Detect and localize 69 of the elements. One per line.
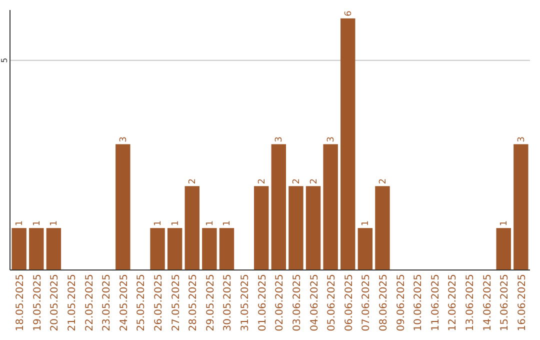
x-tick-label: 19.05.2025 (32, 274, 44, 332)
data-label: 6 (344, 10, 354, 16)
data-label: 1 (32, 220, 42, 226)
x-tick-label: 03.06.2025 (292, 274, 303, 332)
x-tick-label: 14.06.2025 (482, 274, 494, 332)
bar (254, 186, 269, 270)
bar (358, 228, 373, 270)
bar (29, 228, 44, 270)
data-label: 1 (361, 220, 372, 226)
bar (202, 228, 217, 270)
x-tick-label: 21.05.2025 (67, 274, 78, 332)
bar (116, 144, 130, 270)
bar (306, 186, 321, 270)
data-label: 3 (118, 136, 129, 142)
x-tick-label: 05.06.2025 (326, 274, 338, 332)
x-tick-label: 06.06.2025 (344, 274, 355, 332)
x-tick-label: 24.05.2025 (118, 274, 130, 332)
bar (271, 144, 286, 270)
x-tick-label: 08.06.2025 (378, 274, 390, 332)
x-tick-label: 25.05.2025 (136, 274, 148, 332)
data-label: 2 (257, 178, 268, 184)
x-tick-label: 20.05.2025 (50, 274, 61, 332)
x-tick-label: 28.05.2025 (188, 274, 200, 332)
x-tick-label: 23.05.2025 (102, 274, 113, 332)
x-tick-label: 13.06.2025 (465, 274, 476, 332)
x-tick-label: 26.05.2025 (154, 274, 165, 332)
x-tick-label: 15.06.2025 (500, 274, 511, 332)
data-label: 3 (274, 136, 285, 142)
x-tick-label: 12.06.2025 (448, 274, 459, 332)
x-tick-label: 18.05.2025 (15, 274, 26, 332)
x-tick-label: 29.05.2025 (205, 274, 216, 332)
x-tick-label: 16.06.2025 (516, 274, 528, 332)
data-label: 1 (50, 220, 60, 226)
data-label: 1 (500, 220, 510, 226)
data-label: 2 (292, 178, 302, 184)
bar (12, 228, 26, 270)
bar (184, 186, 200, 270)
bar (167, 228, 182, 270)
bar (46, 228, 62, 270)
bar (288, 186, 304, 270)
x-tick-label: 11.06.2025 (430, 274, 442, 332)
data-label: 3 (516, 136, 527, 142)
data-label: 1 (15, 220, 26, 226)
x-tick-label: 22.05.2025 (84, 274, 96, 332)
x-tick-label: 07.06.2025 (361, 274, 372, 332)
x-tick-label: 02.06.2025 (274, 274, 286, 332)
data-label: 1 (222, 220, 233, 226)
data-label: 2 (309, 178, 320, 184)
bar (150, 228, 165, 270)
bar (340, 18, 356, 270)
x-tick-label: 01.06.2025 (257, 274, 268, 332)
y-tick-label: 5 (0, 58, 9, 63)
data-label: 1 (205, 220, 216, 226)
x-tick-label: 31.05.2025 (240, 274, 252, 332)
data-label: 2 (378, 178, 388, 184)
data-label: 2 (188, 178, 198, 184)
x-tick-label: 10.06.2025 (413, 274, 424, 332)
bar (496, 228, 511, 270)
bar (514, 144, 528, 270)
x-tick-label: 27.05.2025 (170, 274, 182, 332)
data-label: 3 (326, 136, 337, 142)
x-tick-label: 09.06.2025 (396, 274, 407, 332)
bar (219, 228, 234, 270)
data-label: 1 (170, 220, 181, 226)
data-label: 1 (154, 220, 164, 226)
bar (323, 144, 338, 270)
x-tick-label: 04.06.2025 (309, 274, 320, 332)
x-tick-label: 30.05.2025 (222, 274, 234, 332)
bar (375, 186, 390, 270)
